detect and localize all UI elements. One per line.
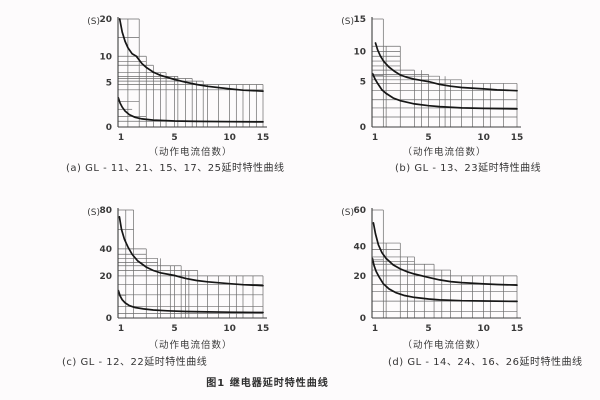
upper-limit-curve xyxy=(374,42,518,92)
upper-limit-curve xyxy=(372,222,518,286)
y-tick-label: 0 xyxy=(106,123,112,133)
y-tick-label: 5 xyxy=(106,79,112,89)
y-tick-label: 15 xyxy=(353,15,366,25)
y-axis-unit-label: (S) xyxy=(87,208,100,218)
chart-d: 0 20 40 60 1 5 10 15 (S) （动作电流倍数） (d) GL - 14、24… xyxy=(312,200,582,375)
y-tick-label: 20 xyxy=(99,272,112,282)
x-tick-label: 10 xyxy=(223,133,236,143)
x-tick-label: 10 xyxy=(477,133,490,143)
chart-c: 0 20 40 80 1 5 10 15 (S) （动作电流倍数） (c) GL - 12、22… xyxy=(58,200,308,375)
chart-c-xaxis-label: （动作电流倍数） xyxy=(148,340,233,351)
chart-c-caption: (c) GL - 12、22延时特性曲线 xyxy=(62,357,208,368)
y-tick-label: 0 xyxy=(106,314,112,324)
upper-limit-curve xyxy=(118,18,264,92)
x-tick-label: 1 xyxy=(118,324,124,334)
chart-b-caption: (b) GL - 13、23延时特性曲线 xyxy=(395,163,542,174)
y-tick-label: 20 xyxy=(353,272,366,282)
x-tick-label: 1 xyxy=(372,133,378,143)
y-tick-label: 40 xyxy=(99,245,112,255)
y-tick-label: 10 xyxy=(99,52,112,62)
chart-d-xaxis-label: （动作电流倍数） xyxy=(402,340,487,351)
chart-d-caption: (d) GL - 14、24、16、26延时特性曲线 xyxy=(388,357,583,368)
y-tick-label: 20 xyxy=(99,15,112,25)
x-tick-label: 10 xyxy=(477,324,490,334)
x-tick-label: 5 xyxy=(425,133,431,143)
lower-limit-curve xyxy=(371,257,518,303)
y-tick-label: 0 xyxy=(360,123,366,133)
figure-caption: 图1 继电器延时特性曲线 xyxy=(206,378,329,389)
x-tick-label: 5 xyxy=(425,324,431,334)
x-tick-label: 1 xyxy=(372,324,378,334)
x-tick-label: 1 xyxy=(118,133,124,143)
x-tick-label: 15 xyxy=(257,133,270,143)
chart-a-caption: (a) GL - 11、21、15、17、25延时特性曲线 xyxy=(66,163,285,174)
chart-a-plot: 0 5 10 20 1 5 10 15 (S) xyxy=(58,9,308,153)
x-tick-label: 10 xyxy=(223,324,236,334)
y-tick-label: 0 xyxy=(360,314,366,324)
y-axis-unit-label: (S) xyxy=(87,17,100,27)
y-axis-unit-label: (S) xyxy=(341,208,354,218)
chart-a-xaxis-label: （动作电流倍数） xyxy=(148,147,233,158)
y-tick-label: 60 xyxy=(353,206,366,216)
chart-d-plot: 0 20 40 60 1 5 10 15 (S) xyxy=(312,200,562,344)
lower-limit-curve xyxy=(117,96,264,123)
x-tick-label: 15 xyxy=(511,133,524,143)
chart-b-plot: 0 5 10 15 1 5 10 15 (S) xyxy=(312,9,562,153)
chart-b-xaxis-label: （动作电流倍数） xyxy=(402,147,487,158)
chart-b: 0 5 10 15 1 5 10 15 (S) （动作电流倍数） (b) GL - 13、23延… xyxy=(312,9,562,184)
x-tick-label: 15 xyxy=(511,324,524,334)
y-tick-label: 10 xyxy=(353,47,366,57)
y-axis-unit-label: (S) xyxy=(341,17,354,27)
lower-limit-curve xyxy=(371,72,518,110)
chart-a: 0 5 10 20 1 5 10 15 (S) （动作电流倍数） (a) GL - 11、21、… xyxy=(58,9,308,184)
upper-limit-curve xyxy=(118,215,264,287)
y-tick-label: 5 xyxy=(360,78,366,88)
lower-limit-curve xyxy=(117,289,264,314)
x-tick-label: 15 xyxy=(257,324,270,334)
y-tick-label: 40 xyxy=(353,243,366,253)
y-tick-label: 80 xyxy=(99,206,112,216)
chart-c-plot: 0 20 40 80 1 5 10 15 (S) xyxy=(58,200,308,344)
x-tick-label: 5 xyxy=(171,324,177,334)
x-tick-label: 5 xyxy=(171,133,177,143)
